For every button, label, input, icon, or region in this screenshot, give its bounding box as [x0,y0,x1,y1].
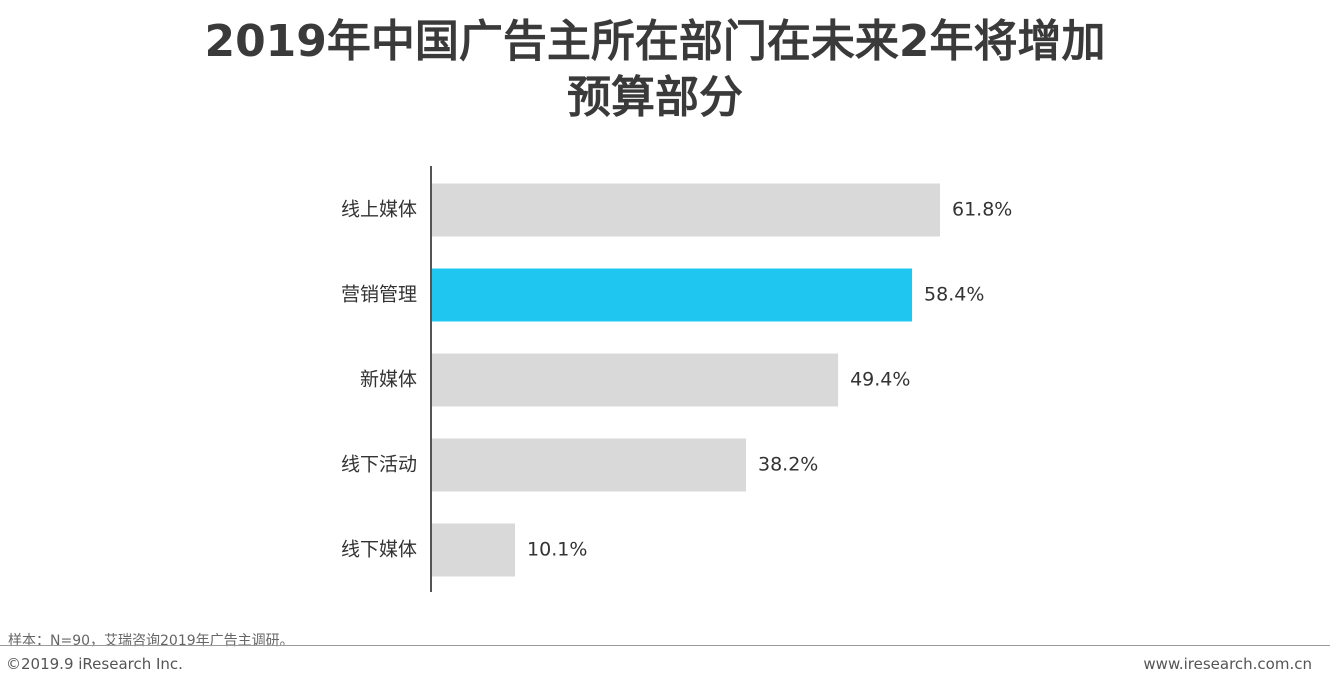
bar-2 [432,268,913,322]
category-label-2: 营销管理 [341,284,417,306]
category-label-5: 线下媒体 [341,539,417,561]
chart-title-line2: 预算部分 [567,72,743,123]
footer-divider [0,645,1330,646]
value-label-3: 49.4% [850,369,910,391]
bar-1 [432,183,940,237]
bar-3 [432,353,839,407]
bar-5 [432,523,516,577]
category-label-4: 线下活动 [341,454,417,476]
bar-4 [432,438,747,492]
website-link[interactable]: www.iresearch.com.cn [1143,655,1312,673]
value-label-5: 10.1% [527,539,587,561]
footnote: 样本：N=90，艾瑞咨询2019年广告主调研。 [8,633,294,649]
copyright: ©2019.9 iResearch Inc. [6,655,183,673]
category-label-1: 线上媒体 [341,199,417,221]
value-label-2: 58.4% [924,284,984,306]
chart-title-line1: 2019年中国广告主所在部门在未来2年将增加 [204,16,1106,67]
value-label-1: 61.8% [952,199,1012,221]
category-label-3: 新媒体 [360,369,417,391]
value-label-4: 38.2% [758,454,818,476]
chart-title: 2019年中国广告主所在部门在未来2年将增加 预算部分 [0,14,1310,126]
